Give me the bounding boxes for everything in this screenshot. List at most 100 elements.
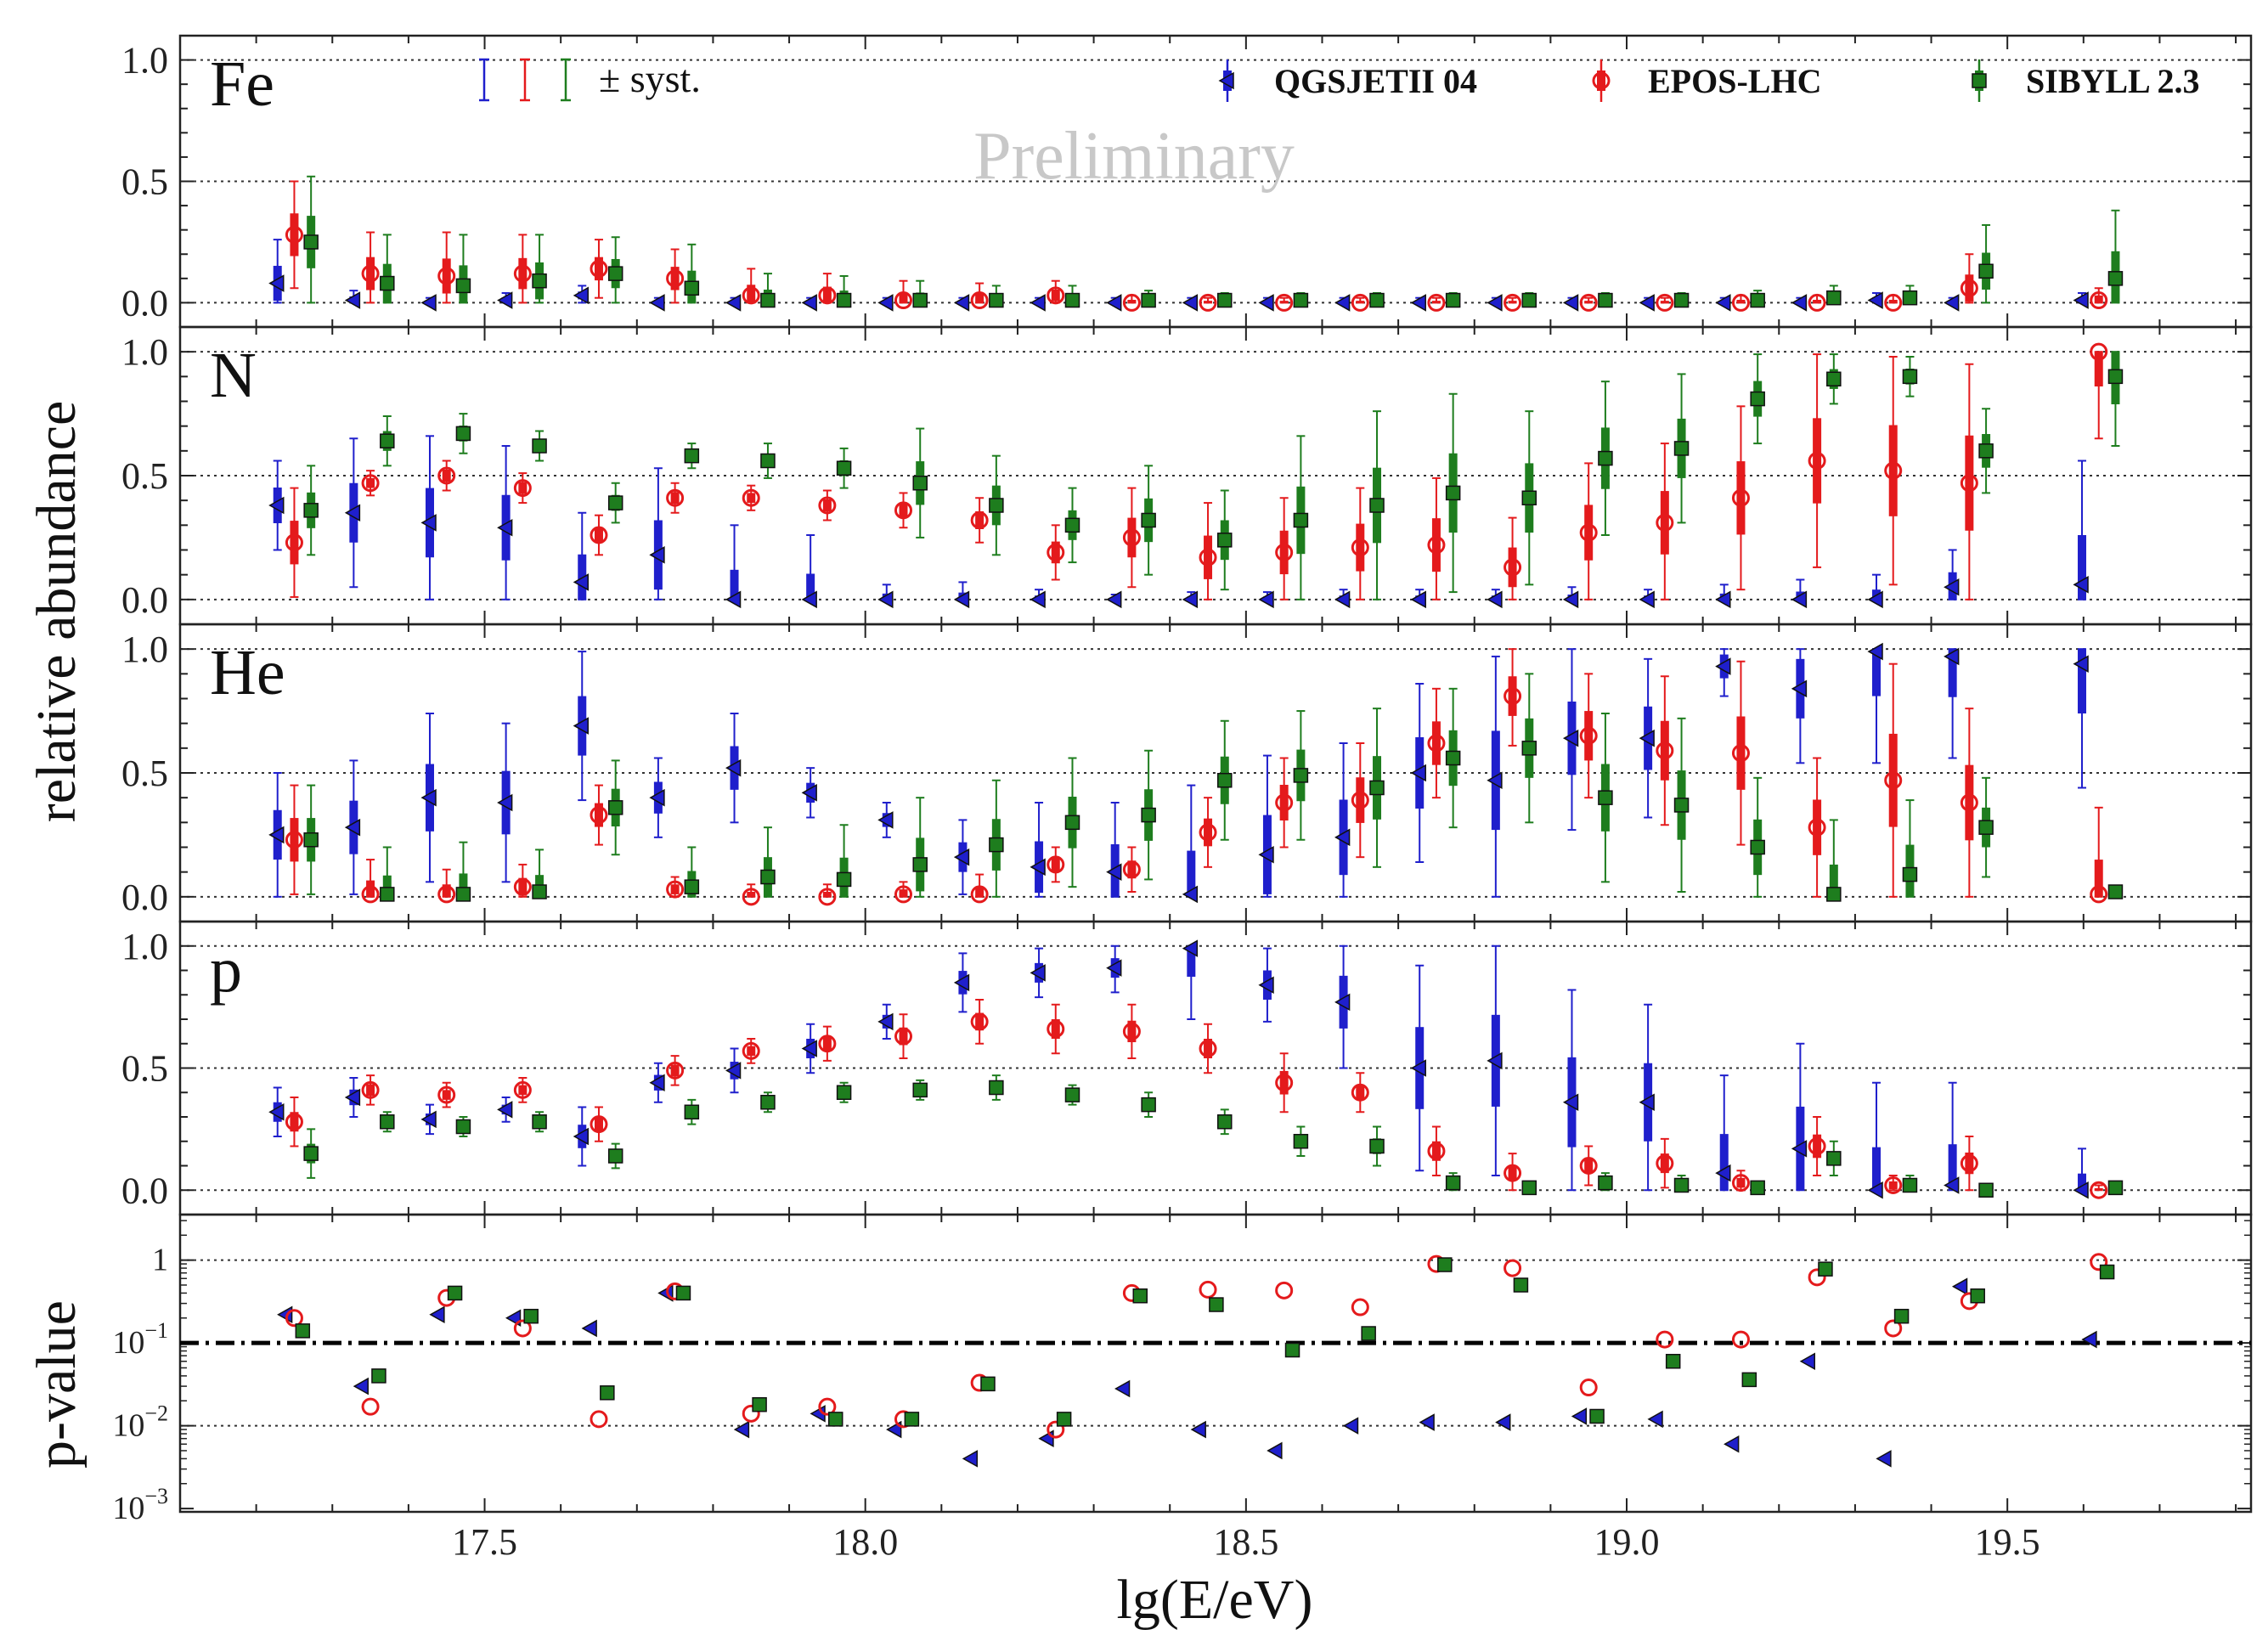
data-point [590,526,608,544]
data-point [953,294,970,312]
data-point [1217,773,1233,788]
data-point [1141,807,1156,823]
y-tick-label: 1.0 [121,40,168,82]
pvalue-point [581,1319,597,1338]
syst-band [1431,518,1441,572]
pvalue-point [1571,1407,1588,1425]
syst-band [1660,1153,1669,1174]
syst-band [1660,720,1669,781]
data-point [532,273,547,289]
data-point [1750,839,1765,855]
data-point [303,503,319,518]
data-point [1334,828,1351,847]
data-point [1731,744,1750,763]
syst-band [1736,1177,1746,1188]
data-point [607,495,623,510]
data-point [1410,294,1426,312]
pvalue-point [1190,1420,1206,1439]
data-point [1579,523,1598,542]
syst-band [1948,649,1957,697]
y-tick-label: 0.0 [121,877,168,918]
data-point [344,504,361,522]
syst-band [1127,860,1137,879]
data-point [1944,294,1960,312]
data-point [1122,528,1141,547]
syst-band [975,293,984,303]
data-point [1030,858,1046,877]
data-point [1598,450,1613,466]
pvalue-point [742,1404,760,1423]
data-point [2073,1181,2089,1199]
data-point [1884,1176,1903,1194]
data-point [497,1101,513,1119]
pvalue-point [1970,1288,1985,1304]
data-point [1445,1175,1461,1191]
data-point [666,1061,685,1080]
syst-band [442,258,451,294]
data-point [573,286,590,305]
data-point [455,887,471,902]
syst-band [747,285,756,303]
data-point [953,590,970,609]
syst-band [1888,733,1898,827]
data-point [1275,793,1294,812]
data-point [1064,1087,1080,1102]
data-point [1504,687,1522,706]
data-point [1293,768,1309,783]
data-point [303,832,319,848]
data-point [1182,294,1199,312]
data-point [1217,292,1233,308]
data-point [970,511,989,529]
data-point [894,501,913,520]
data-point [912,857,928,872]
syst-band [1431,1141,1441,1161]
panel-label: N [210,340,257,411]
data-point [818,1035,837,1053]
data-point [1410,590,1426,609]
data-point [1673,798,1690,813]
syst-band [1813,299,1822,303]
syst-band [747,1046,756,1057]
data-point [1217,533,1233,548]
data-point [532,438,547,454]
data-point [1867,291,1883,309]
data-point [1826,1151,1842,1166]
syst-band [594,527,603,544]
pvalue-point [1808,1268,1826,1287]
syst-band [290,818,299,862]
data-point [953,973,970,992]
data-point [1369,780,1385,796]
data-point [1351,791,1369,809]
data-point [455,1119,471,1135]
syst-band [1356,523,1365,572]
data-point [437,466,456,485]
pvalue-point [1513,1277,1529,1293]
data-point [836,1085,852,1100]
syst-band [1965,435,1974,531]
data-point [1258,294,1274,312]
data-point [1064,292,1080,308]
data-point [1521,741,1537,756]
data-point [666,488,685,507]
data-point [1141,292,1156,308]
syst-band [382,875,392,897]
syst-band [1719,1134,1729,1191]
x-tick-label: 18.5 [1213,1521,1278,1563]
data-point [268,1102,285,1121]
pvalue-point [513,1319,532,1338]
data-point [1639,590,1655,609]
data-point [1656,513,1674,532]
data-point [1978,820,1994,835]
data-point [344,818,361,837]
data-point [513,479,532,498]
syst-band [2094,352,2103,386]
data-point [1334,590,1351,609]
data-point [1351,1083,1369,1102]
syst-band [1888,425,1898,516]
pvalue-point [733,1420,750,1439]
syst-band [2078,649,2087,713]
panel-n: 0.0 0.5 1.0 N [121,325,2253,626]
syst-band [1051,1019,1060,1039]
data-point [1030,294,1046,312]
data-point [877,811,894,829]
